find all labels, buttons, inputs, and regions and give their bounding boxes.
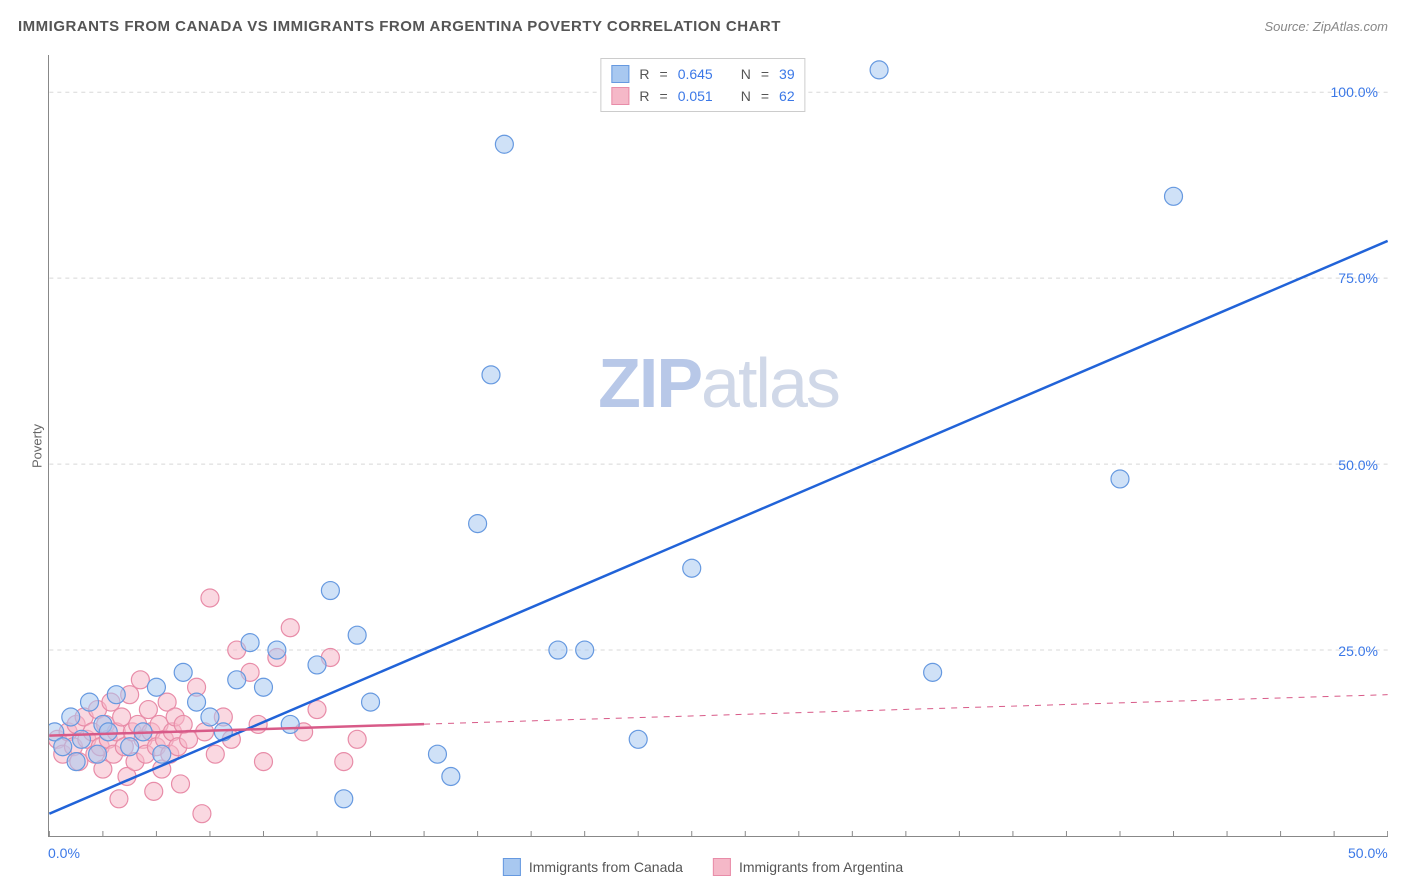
correlation-stats-legend: R = 0.645 N = 39 R = 0.051 N = 62 xyxy=(600,58,805,112)
equals: = xyxy=(660,88,668,104)
n-label: N xyxy=(741,66,751,82)
r-value-canada: 0.645 xyxy=(678,66,713,82)
equals: = xyxy=(761,88,769,104)
n-value-argentina: 62 xyxy=(779,88,795,104)
source-attribution: Source: ZipAtlas.com xyxy=(1264,19,1388,34)
chart-plot-area: ZIPatlas xyxy=(48,55,1388,837)
y-tick-label: 75.0% xyxy=(1338,270,1378,286)
equals: = xyxy=(761,66,769,82)
y-tick-label: 25.0% xyxy=(1338,643,1378,659)
scatter-plot-svg xyxy=(49,55,1388,836)
n-value-canada: 39 xyxy=(779,66,795,82)
swatch-canada-icon xyxy=(503,858,521,876)
swatch-argentina xyxy=(611,87,629,105)
series-legend: Immigrants from Canada Immigrants from A… xyxy=(503,858,903,876)
equals: = xyxy=(660,66,668,82)
legend-label-argentina: Immigrants from Argentina xyxy=(739,859,903,875)
chart-header: IMMIGRANTS FROM CANADA VS IMMIGRANTS FRO… xyxy=(18,18,1388,35)
r-label: R xyxy=(639,66,649,82)
r-value-argentina: 0.051 xyxy=(678,88,713,104)
y-tick-label: 100.0% xyxy=(1331,84,1378,100)
chart-title: IMMIGRANTS FROM CANADA VS IMMIGRANTS FRO… xyxy=(18,18,781,35)
legend-item-argentina: Immigrants from Argentina xyxy=(713,858,903,876)
legend-label-canada: Immigrants from Canada xyxy=(529,859,683,875)
y-tick-label: 50.0% xyxy=(1338,457,1378,473)
swatch-canada xyxy=(611,65,629,83)
stats-row-argentina: R = 0.051 N = 62 xyxy=(611,85,794,107)
swatch-argentina-icon xyxy=(713,858,731,876)
x-tick-label: 50.0% xyxy=(1348,845,1388,861)
x-tick-label: 0.0% xyxy=(48,845,80,861)
r-label: R xyxy=(639,88,649,104)
y-axis-label: Poverty xyxy=(30,424,45,468)
legend-item-canada: Immigrants from Canada xyxy=(503,858,683,876)
stats-row-canada: R = 0.645 N = 39 xyxy=(611,63,794,85)
n-label: N xyxy=(741,88,751,104)
